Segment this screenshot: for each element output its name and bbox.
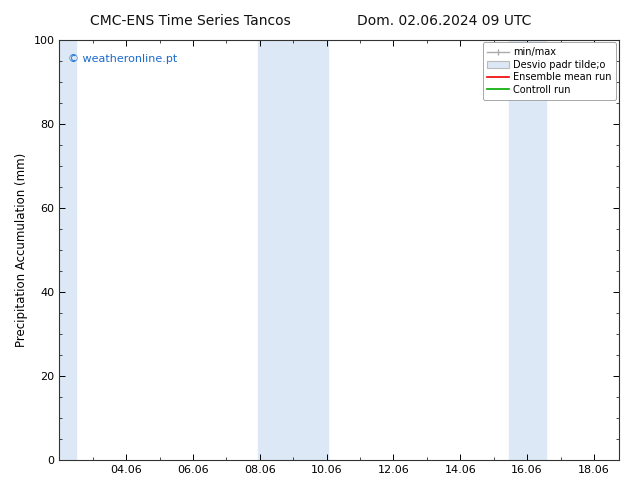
Bar xyxy=(508,40,545,460)
Text: CMC-ENS Time Series Tancos: CMC-ENS Time Series Tancos xyxy=(90,14,290,28)
Text: © weatheronline.pt: © weatheronline.pt xyxy=(68,54,177,64)
Y-axis label: Precipitation Accumulation (mm): Precipitation Accumulation (mm) xyxy=(15,153,28,347)
Bar xyxy=(258,40,328,460)
Bar xyxy=(60,40,76,460)
Legend: min/max, Desvio padr tilde;o, Ensemble mean run, Controll run: min/max, Desvio padr tilde;o, Ensemble m… xyxy=(482,43,616,99)
Text: Dom. 02.06.2024 09 UTC: Dom. 02.06.2024 09 UTC xyxy=(356,14,531,28)
